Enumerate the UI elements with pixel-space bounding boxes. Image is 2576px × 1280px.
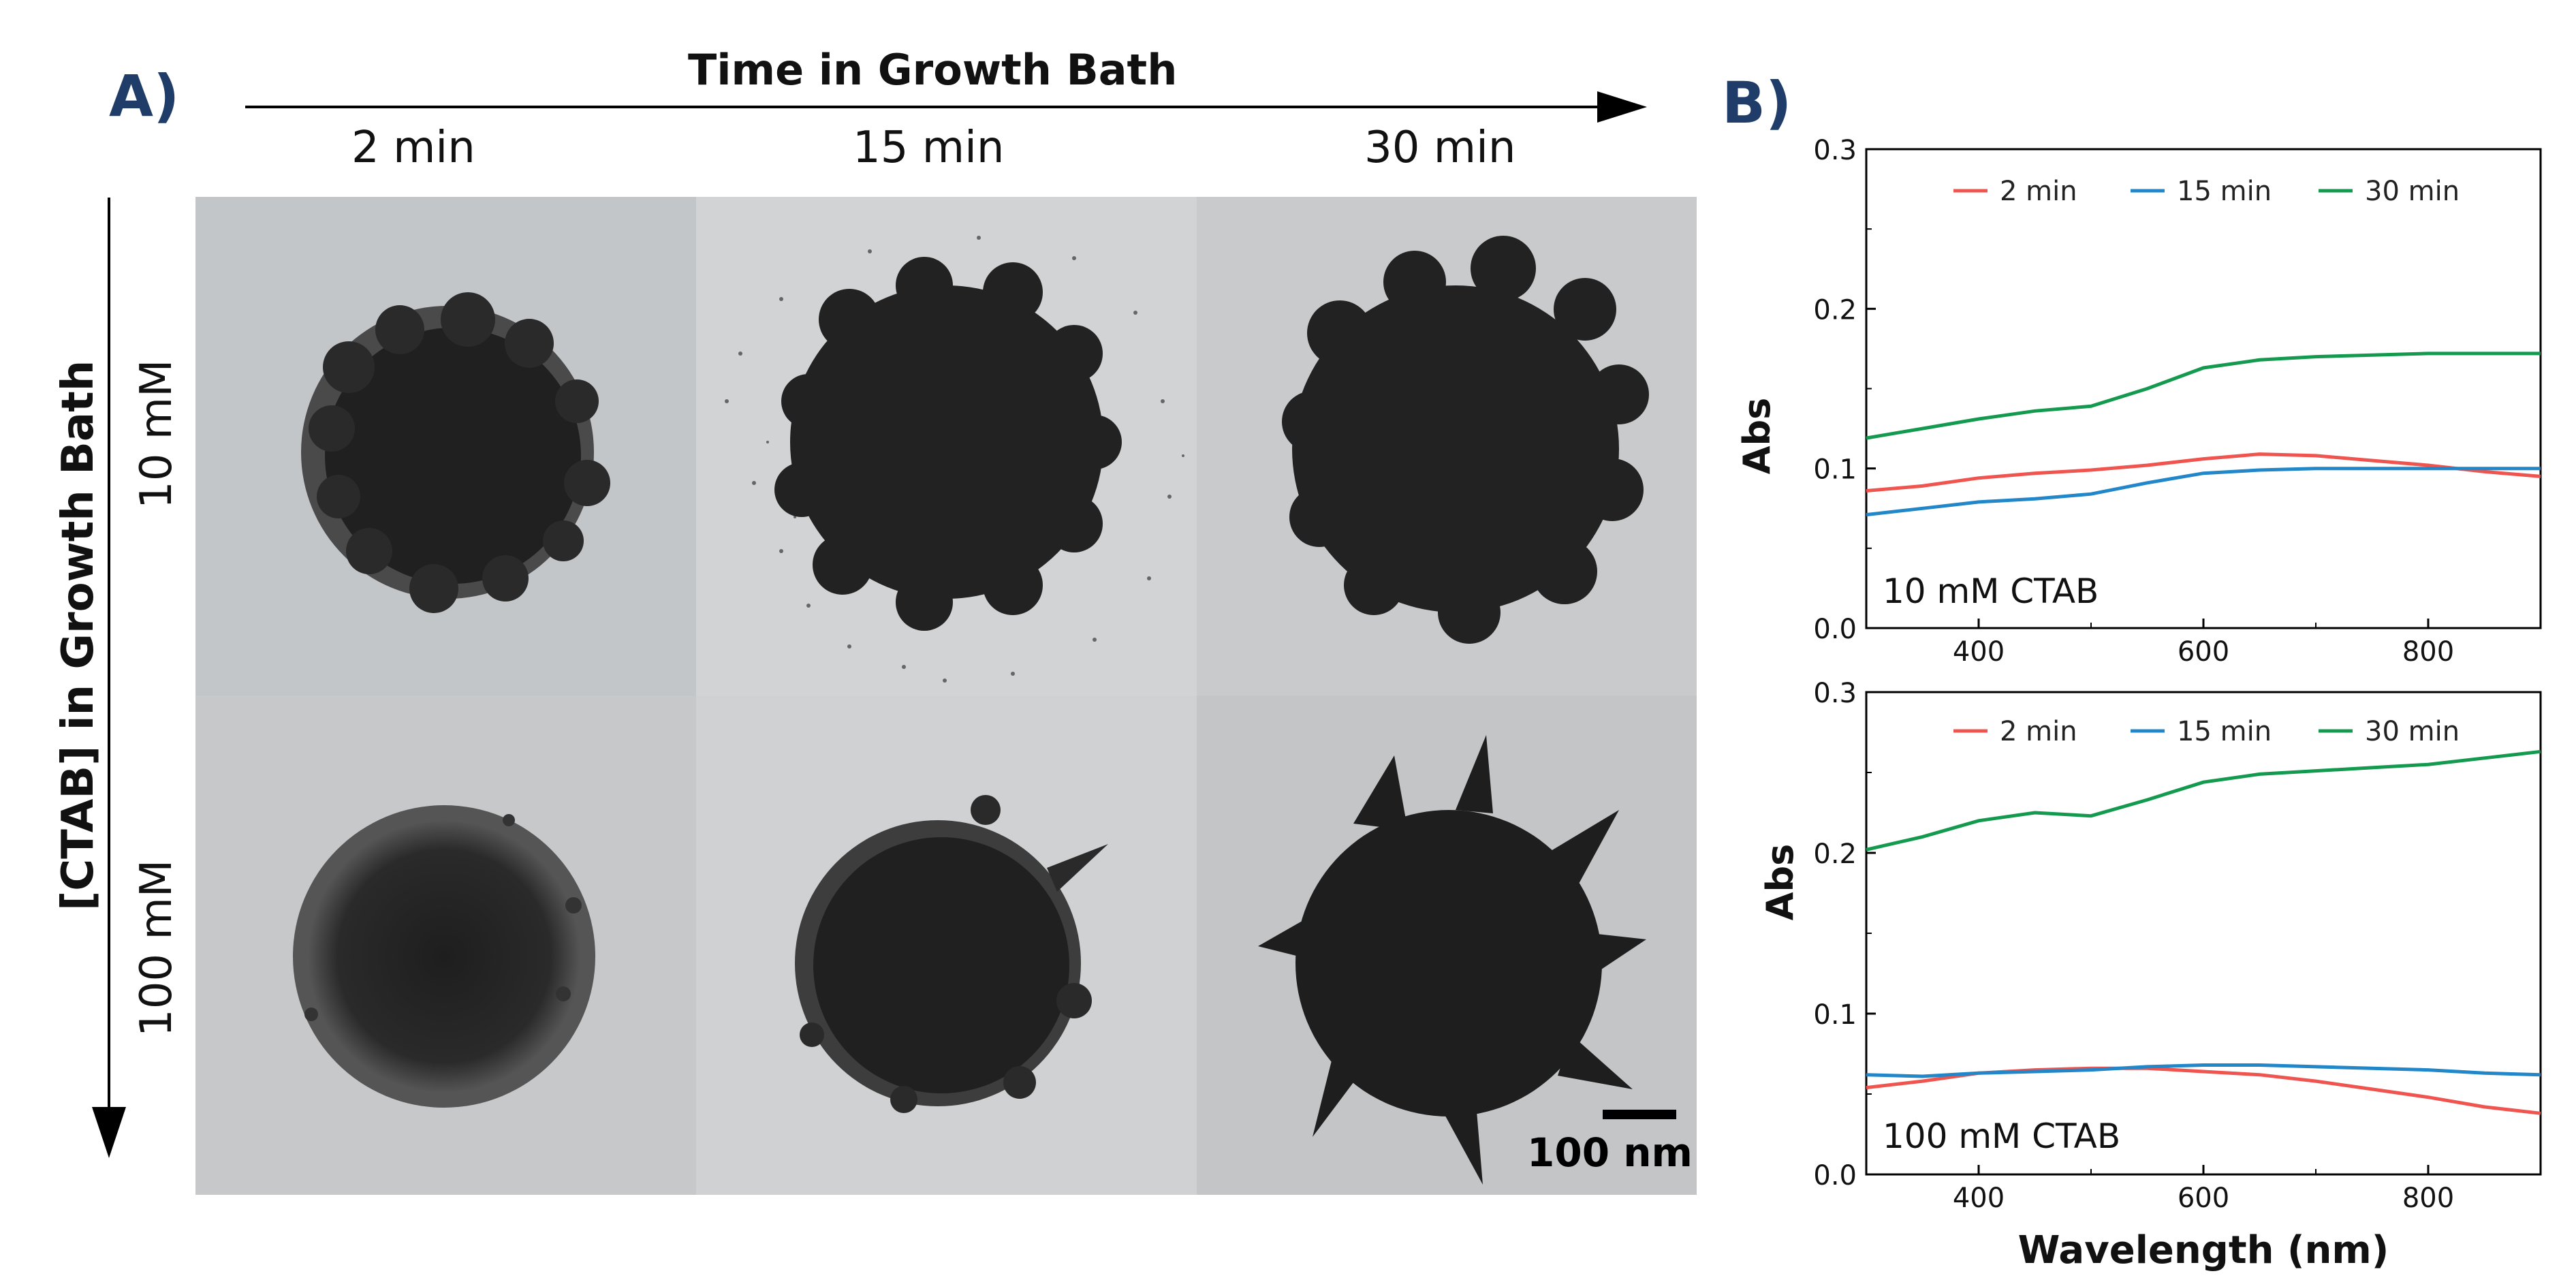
y-tick-label: 0.2	[1813, 294, 1857, 326]
time-axis-arrow	[245, 91, 1647, 123]
y-axis-label: Abs	[1735, 398, 1778, 475]
series-line	[1866, 452, 2541, 493]
y-tick-label: 0.0	[1813, 614, 1857, 645]
legend-label: 15 min	[2177, 716, 2272, 747]
plot-annotation: 100 mM CTAB	[1883, 1117, 2120, 1156]
x-tick-label: 400	[1953, 636, 2005, 668]
series-line	[1866, 352, 2541, 440]
y-tick-label: 0.0	[1813, 1160, 1857, 1191]
x-tick-label: 400	[1953, 1183, 2005, 1214]
nanoparticle-10mM-2min	[301, 292, 610, 613]
nanoparticle-100mM-2min	[293, 805, 595, 1108]
y-tick-label: 0.1	[1813, 454, 1857, 486]
nanoparticle-10mM-30min	[1282, 236, 1649, 644]
scale-bar	[1603, 1110, 1676, 1119]
legend-label: 30 min	[2365, 716, 2460, 747]
y-tick-label: 0.3	[1813, 678, 1857, 709]
y-tick-label: 0.3	[1813, 135, 1857, 166]
column-label-15min: 15 min	[853, 123, 1005, 173]
y-tick-label: 0.2	[1813, 839, 1857, 870]
column-label-30min: 30 min	[1364, 123, 1516, 173]
plot-frame	[1865, 148, 2542, 629]
nanoparticle-100mM-30min	[1258, 735, 1646, 1185]
legend-label: 30 min	[2365, 176, 2460, 207]
panel-b-label: B)	[1722, 69, 1792, 136]
tem-image-grid	[195, 197, 1697, 1195]
series-line	[1866, 1063, 2541, 1078]
x-tick-label: 600	[2178, 1183, 2229, 1214]
panel-a-label: A)	[109, 63, 180, 129]
nanoparticle-100mM-15min	[795, 795, 1108, 1113]
y-tick-label: 0.1	[1813, 999, 1857, 1031]
legend-label: 2 min	[2000, 176, 2077, 207]
time-axis-title: Time in Growth Bath	[688, 45, 1178, 95]
scale-bar-label: 100 nm	[1527, 1129, 1693, 1176]
series-line	[1866, 749, 2541, 852]
x-tick-label: 800	[2402, 1183, 2454, 1214]
legend-label: 15 min	[2177, 176, 2272, 207]
x-axis-label: Wavelength (nm)	[2018, 1228, 2389, 1273]
legend-label: 2 min	[2000, 716, 2077, 747]
plot-annotation: 10 mM CTAB	[1883, 572, 2099, 611]
series-line	[1866, 467, 2541, 517]
x-tick-label: 600	[2178, 636, 2229, 668]
y-axis-label: Abs	[1759, 844, 1802, 921]
column-label-2min: 2 min	[351, 123, 475, 173]
x-tick-label: 800	[2402, 636, 2454, 668]
nanoparticle-10mM-15min	[774, 257, 1122, 631]
background-dots-15min	[725, 236, 1184, 683]
ctab-axis-arrow	[92, 198, 126, 1158]
